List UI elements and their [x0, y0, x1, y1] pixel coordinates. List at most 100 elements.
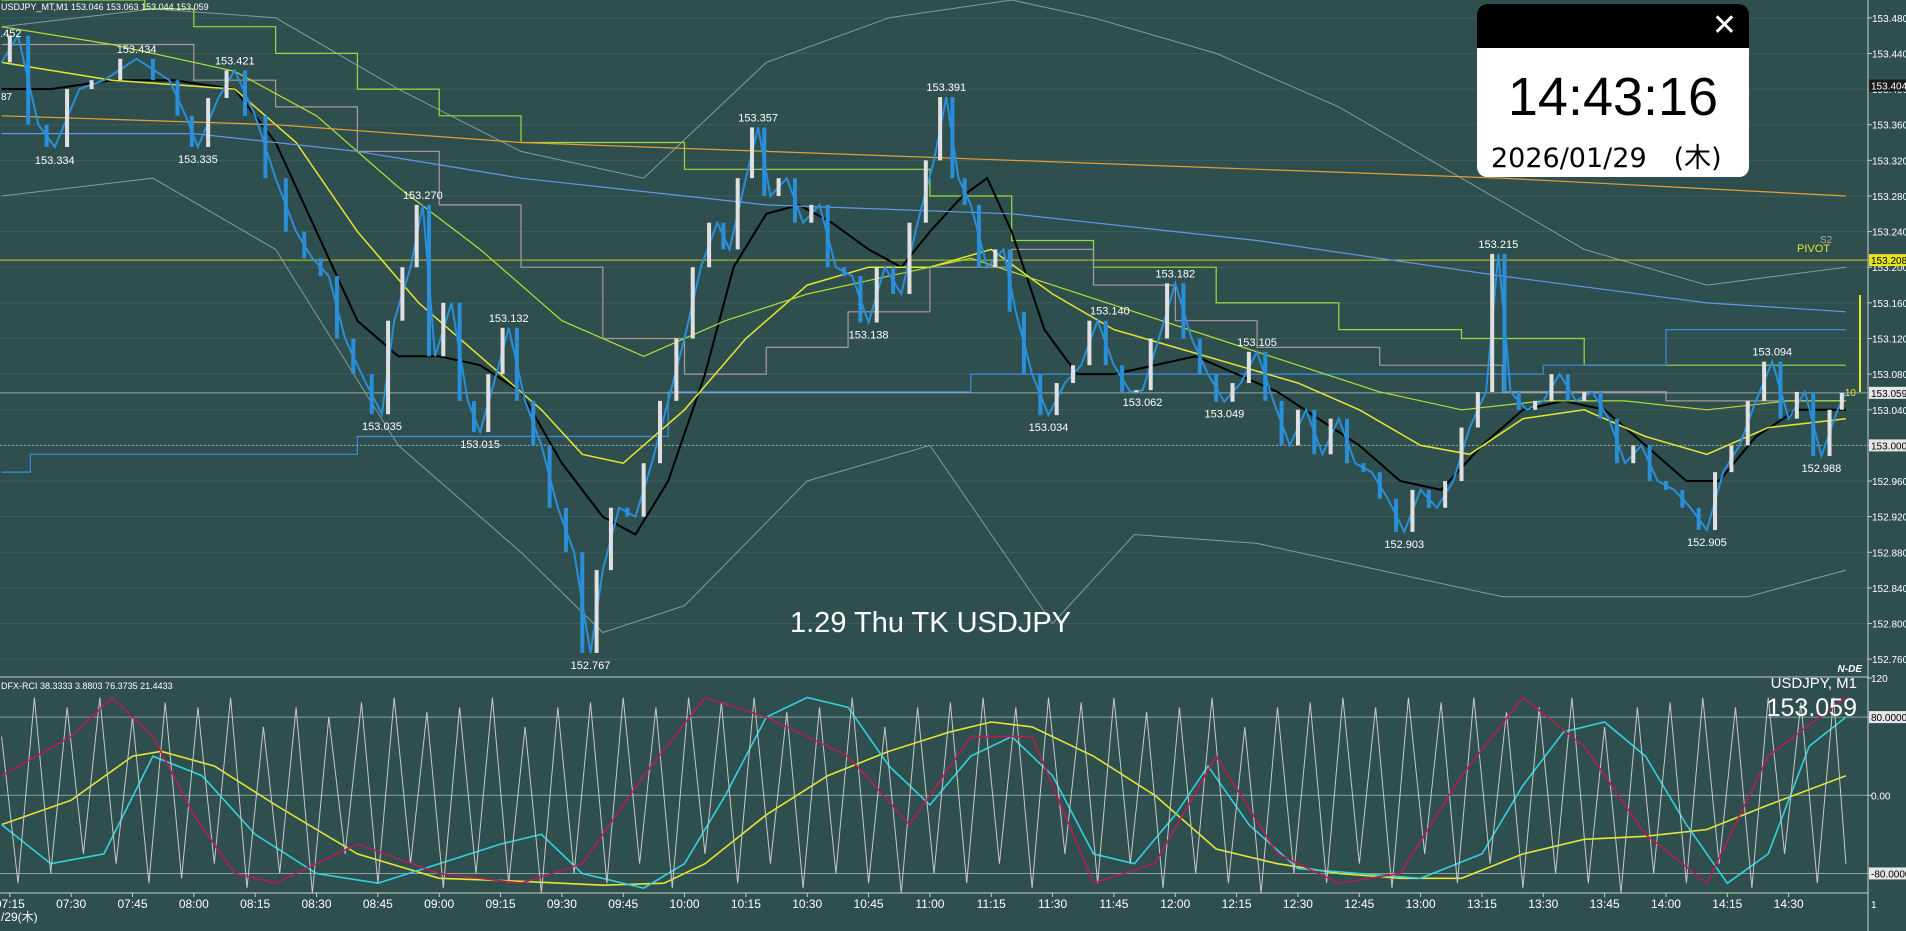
y-tick-label: 152.960 [1872, 477, 1906, 488]
price-candle [1459, 427, 1464, 482]
y-tick-label: 152.920 [1872, 513, 1906, 524]
brand-label: N-DE [1838, 664, 1863, 675]
price-candle [1516, 391, 1521, 410]
price-candle [386, 320, 391, 415]
price-candle [907, 222, 912, 294]
price-candle [65, 89, 70, 147]
x-tick-label: 07:45 [117, 897, 147, 911]
price-candle [1533, 400, 1538, 410]
clock-date: 2026/01/29 (木) [1491, 143, 1722, 174]
price-candle [351, 338, 356, 375]
price-candle [625, 507, 630, 517]
clock-panel[interactable]: ✕ 14:43:16 2026/01/29 (木) [1477, 4, 1749, 177]
price-candle [594, 570, 599, 653]
price-candle [1197, 338, 1202, 375]
price-annotation: 153.182 [1155, 268, 1195, 280]
price-tag-box [1869, 79, 1906, 92]
price-candle [44, 124, 49, 147]
price-candle [993, 249, 998, 268]
price-candle [707, 222, 712, 268]
x-tick-label: 08:45 [363, 897, 393, 911]
x-tick-label: 08:15 [240, 897, 270, 911]
price-candle [1328, 418, 1333, 455]
price-candle [1377, 472, 1382, 499]
price-candle [1246, 351, 1251, 384]
price-candle [842, 267, 847, 277]
price-candle [7, 35, 12, 63]
level-ten-label: 10 [1845, 388, 1857, 399]
x-tick-label: 07:15 [0, 897, 25, 911]
x-tick-label: 13:45 [1590, 897, 1620, 911]
price-annotation: 153.140 [1090, 306, 1130, 318]
price-candle [471, 400, 476, 433]
price-candle [150, 58, 155, 81]
y-tick-label: 153.200 [1872, 263, 1906, 274]
price-candle [1410, 489, 1415, 532]
price-annotation: 152.903 [1384, 539, 1424, 551]
oscillator-tick-label: -80.0000 [1871, 869, 1906, 880]
step-lines [1, 0, 1846, 473]
price-candle [531, 400, 536, 446]
price-candle [1762, 361, 1767, 401]
price-annotation: 153.015 [460, 439, 500, 451]
close-icon[interactable]: ✕ [1711, 8, 1737, 43]
price-annotation: 153.391 [926, 82, 966, 94]
x-tick-label: 09:00 [424, 897, 454, 911]
x-tick-label: 14:00 [1651, 897, 1681, 911]
price-candle [690, 267, 695, 339]
y-tick-label: 152.840 [1872, 584, 1906, 595]
price-candle [457, 302, 462, 401]
price-annotation: 153.105 [1237, 337, 1277, 349]
moving-average-line [1, 133, 1846, 313]
y-tick-label: 153.280 [1872, 192, 1906, 203]
price-candle [1565, 374, 1570, 401]
price-candle [1713, 472, 1718, 531]
x-tick-label: 12:45 [1344, 897, 1374, 911]
price-candle [1134, 390, 1139, 393]
price-candle [26, 35, 31, 125]
price-candle [1827, 409, 1832, 457]
price-annotation: 153.334 [35, 155, 75, 167]
price-candle [514, 327, 519, 401]
price-candle [334, 276, 339, 339]
price-candle [1148, 338, 1153, 391]
x-tick-label: 09:45 [608, 897, 638, 911]
price-candle [1165, 283, 1170, 339]
price-annotation: 153.034 [1029, 422, 1069, 434]
price-candle [923, 160, 928, 223]
oscillator-tick-label: 0.00 [1871, 791, 1891, 802]
y-tick-label: 152.760 [1872, 655, 1906, 666]
x-tick-label: 12:30 [1283, 897, 1313, 911]
price-series [0, 32, 1847, 654]
price-candle [547, 445, 552, 508]
price-annotation: 153.062 [1123, 397, 1163, 409]
time-axis[interactable]: 07:15 07:30 07:45 08:00 08:15 08:30 08:45 09:00… [0, 893, 1804, 911]
price-candle [1745, 400, 1750, 446]
x-tick-label: 13:00 [1406, 897, 1436, 911]
price-tag-box [1869, 254, 1906, 267]
price-annotation: 153.270 [403, 190, 443, 202]
y-tick-label: 152.800 [1872, 620, 1906, 631]
y-tick-label: 153.040 [1872, 406, 1906, 417]
price-candle [400, 267, 405, 321]
x-tick-label: 10:15 [731, 897, 761, 911]
price-candle [874, 267, 879, 323]
price-candle [302, 231, 307, 259]
chart-watermark: 1.29 Thu TK USDJPY [790, 607, 1071, 639]
price-candle [486, 374, 491, 433]
y-tick-label: 153.120 [1872, 335, 1906, 346]
price-candle [1680, 489, 1685, 508]
price-candle [369, 374, 374, 415]
price-tag-label: 153.000 [1871, 441, 1906, 452]
oscillator-series [1, 696, 1847, 894]
oscillator-line [1, 696, 1847, 889]
x-tick-label: 09:30 [547, 897, 577, 911]
price-candle [1394, 498, 1399, 532]
price-candle [1647, 445, 1652, 482]
price-candle [263, 115, 268, 179]
partial-level-label: 87 [1, 92, 13, 103]
x-tick-label: 10:45 [854, 897, 884, 911]
price-candle [318, 258, 323, 277]
y-tick-label: 153.480 [1872, 14, 1906, 25]
price-candle [1181, 283, 1186, 339]
